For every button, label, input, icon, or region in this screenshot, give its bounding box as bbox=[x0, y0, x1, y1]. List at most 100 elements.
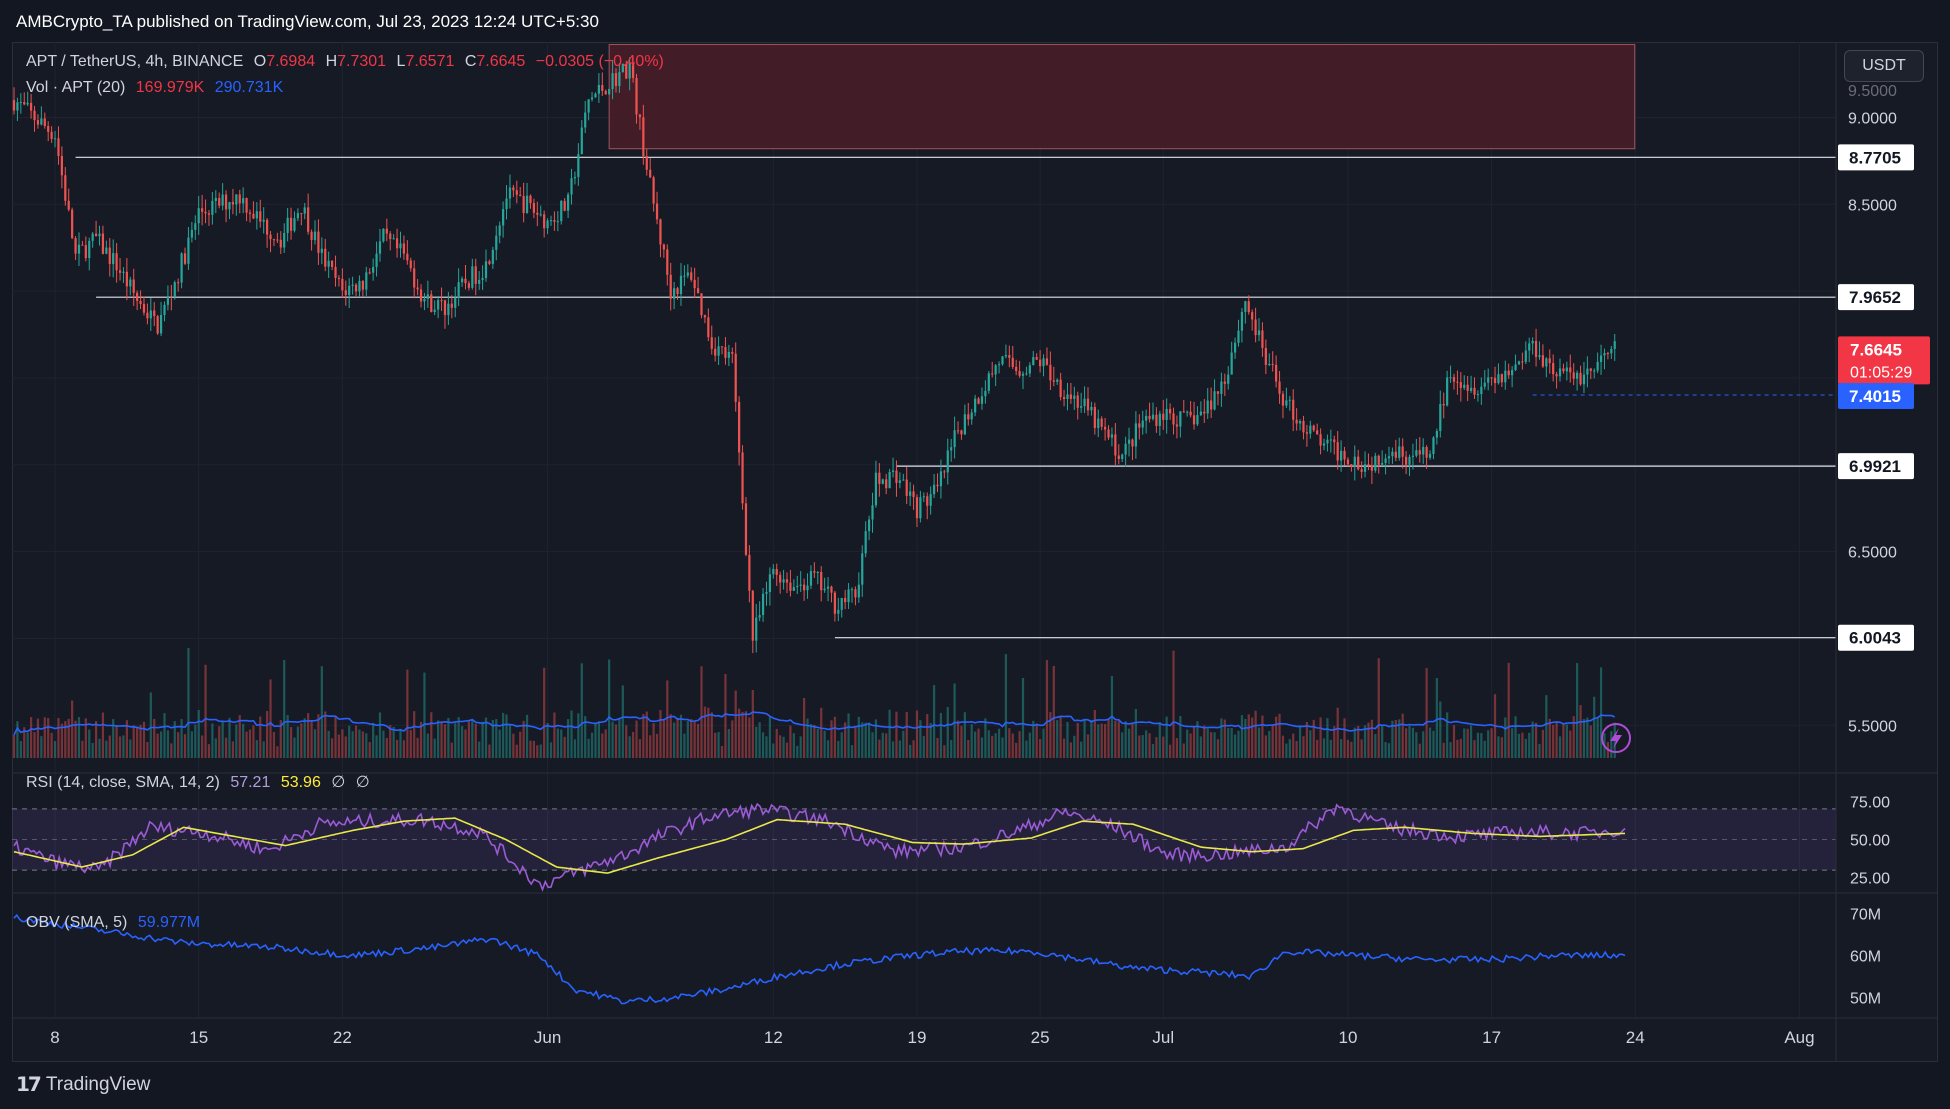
volume-bar bbox=[464, 729, 467, 758]
volume-bar bbox=[1244, 718, 1247, 758]
volume-bar bbox=[1517, 733, 1521, 758]
footer-brand[interactable]: 𝟭𝟳 TradingView bbox=[16, 1072, 150, 1097]
volume-bar bbox=[864, 722, 867, 758]
candle-body bbox=[283, 233, 286, 248]
candle-body bbox=[77, 244, 81, 254]
candle-body bbox=[307, 207, 310, 232]
level-tag-6.0043[interactable]: 6.0043 bbox=[1838, 624, 1914, 651]
candle-body bbox=[1569, 367, 1572, 373]
volume-bar bbox=[170, 743, 173, 758]
time-tick-label: Jul bbox=[1152, 1028, 1174, 1047]
candle-body bbox=[29, 102, 33, 111]
candle-body bbox=[1223, 381, 1226, 384]
candle-body bbox=[1425, 446, 1428, 458]
volume-bar bbox=[437, 720, 440, 758]
volume-bar bbox=[915, 710, 919, 758]
rsi-sma-line bbox=[13, 817, 1626, 874]
lightning-icon[interactable] bbox=[1601, 723, 1631, 753]
candle-body bbox=[272, 239, 276, 241]
candle-body bbox=[1490, 377, 1493, 379]
volume-bar bbox=[1117, 721, 1120, 758]
candle-body bbox=[1541, 355, 1545, 367]
volume-bar bbox=[1476, 732, 1480, 758]
volume-bar bbox=[1363, 725, 1367, 758]
candle-body bbox=[139, 300, 142, 305]
candle-body bbox=[823, 588, 826, 591]
candle-body bbox=[1483, 382, 1486, 387]
candle-body bbox=[536, 212, 539, 215]
candle-body bbox=[1469, 387, 1473, 391]
obv-label[interactable]: OBV (SMA, 5) bbox=[26, 914, 128, 931]
volume-label[interactable]: Vol · APT (20) bbox=[26, 79, 126, 96]
volume-bar bbox=[974, 731, 977, 758]
candle-body bbox=[1599, 355, 1603, 362]
candle-body bbox=[170, 296, 173, 298]
volume-bar bbox=[276, 746, 279, 758]
candle-body bbox=[1555, 374, 1558, 377]
candle-body bbox=[1165, 408, 1168, 420]
volume-bar bbox=[385, 737, 388, 758]
supply-zone[interactable] bbox=[608, 44, 1636, 150]
publisher-line: AMBCrypto_TA published on TradingView.co… bbox=[16, 12, 599, 31]
candle-body bbox=[248, 212, 252, 214]
candle-body bbox=[710, 337, 713, 349]
volume-bar bbox=[967, 740, 970, 758]
candle-body bbox=[1329, 439, 1332, 441]
volume-bar bbox=[601, 733, 604, 758]
candle-body bbox=[857, 584, 860, 598]
level-tag-7.9652[interactable]: 7.9652 bbox=[1838, 284, 1914, 311]
level-tag-6.9921[interactable]: 6.9921 bbox=[1838, 453, 1914, 480]
volume-bar bbox=[902, 730, 905, 758]
level-tag-8.7705[interactable]: 8.7705 bbox=[1838, 144, 1914, 171]
volume-bar bbox=[375, 735, 378, 758]
volume-bar bbox=[638, 739, 642, 758]
candle-body bbox=[183, 253, 187, 264]
last-price-tag[interactable]: 7.6645 01:05:29 bbox=[1838, 336, 1930, 385]
candle-body bbox=[488, 261, 491, 264]
volume-bar bbox=[71, 700, 74, 758]
volume-bar bbox=[508, 724, 512, 758]
candle-body bbox=[522, 195, 525, 214]
candle-body bbox=[1418, 450, 1421, 455]
candle-body bbox=[1452, 377, 1456, 382]
candle-body bbox=[649, 169, 652, 178]
volume-bar bbox=[1545, 695, 1548, 758]
candle-body bbox=[655, 203, 659, 220]
candle-body bbox=[1271, 364, 1274, 366]
volume-bar bbox=[1210, 732, 1213, 758]
candle-body bbox=[101, 233, 105, 254]
dashed-level-tag[interactable]: 7.4015 bbox=[1838, 383, 1914, 410]
volume-bar bbox=[197, 709, 200, 758]
price-tick-label: 6.5000 bbox=[1848, 545, 1897, 562]
candle-body bbox=[1422, 446, 1425, 455]
candle-body bbox=[1110, 434, 1114, 438]
volume-bar bbox=[1093, 709, 1096, 758]
volume-bar bbox=[847, 713, 850, 758]
candle-body bbox=[409, 260, 412, 269]
candle-body bbox=[276, 239, 279, 241]
time-tick-label: 22 bbox=[333, 1028, 352, 1047]
volume-bar bbox=[163, 713, 166, 758]
candle-body bbox=[1302, 421, 1305, 433]
volume-bar bbox=[1025, 740, 1028, 758]
volume-bar bbox=[662, 720, 665, 758]
candle-body bbox=[460, 278, 464, 283]
rsi-label[interactable]: RSI (14, close, SMA, 14, 2) bbox=[26, 774, 220, 791]
candle-body bbox=[864, 531, 867, 554]
candle-body bbox=[1203, 411, 1206, 414]
volume-bar bbox=[423, 672, 426, 758]
volume-bar bbox=[690, 719, 693, 758]
currency-button[interactable]: USDT bbox=[1844, 50, 1924, 82]
volume-bar bbox=[1497, 736, 1500, 758]
candle-body bbox=[1446, 377, 1449, 406]
candle-body bbox=[1370, 465, 1374, 471]
symbol-label[interactable]: APT / TetherUS, 4h, BINANCE bbox=[26, 53, 244, 70]
candle-body bbox=[1073, 395, 1076, 399]
candle-body bbox=[673, 288, 676, 299]
volume-bar bbox=[64, 721, 67, 758]
candle-body bbox=[1552, 363, 1555, 375]
volume-bar bbox=[19, 741, 22, 758]
volume-bar bbox=[1008, 728, 1011, 758]
candle-body bbox=[1179, 411, 1182, 427]
